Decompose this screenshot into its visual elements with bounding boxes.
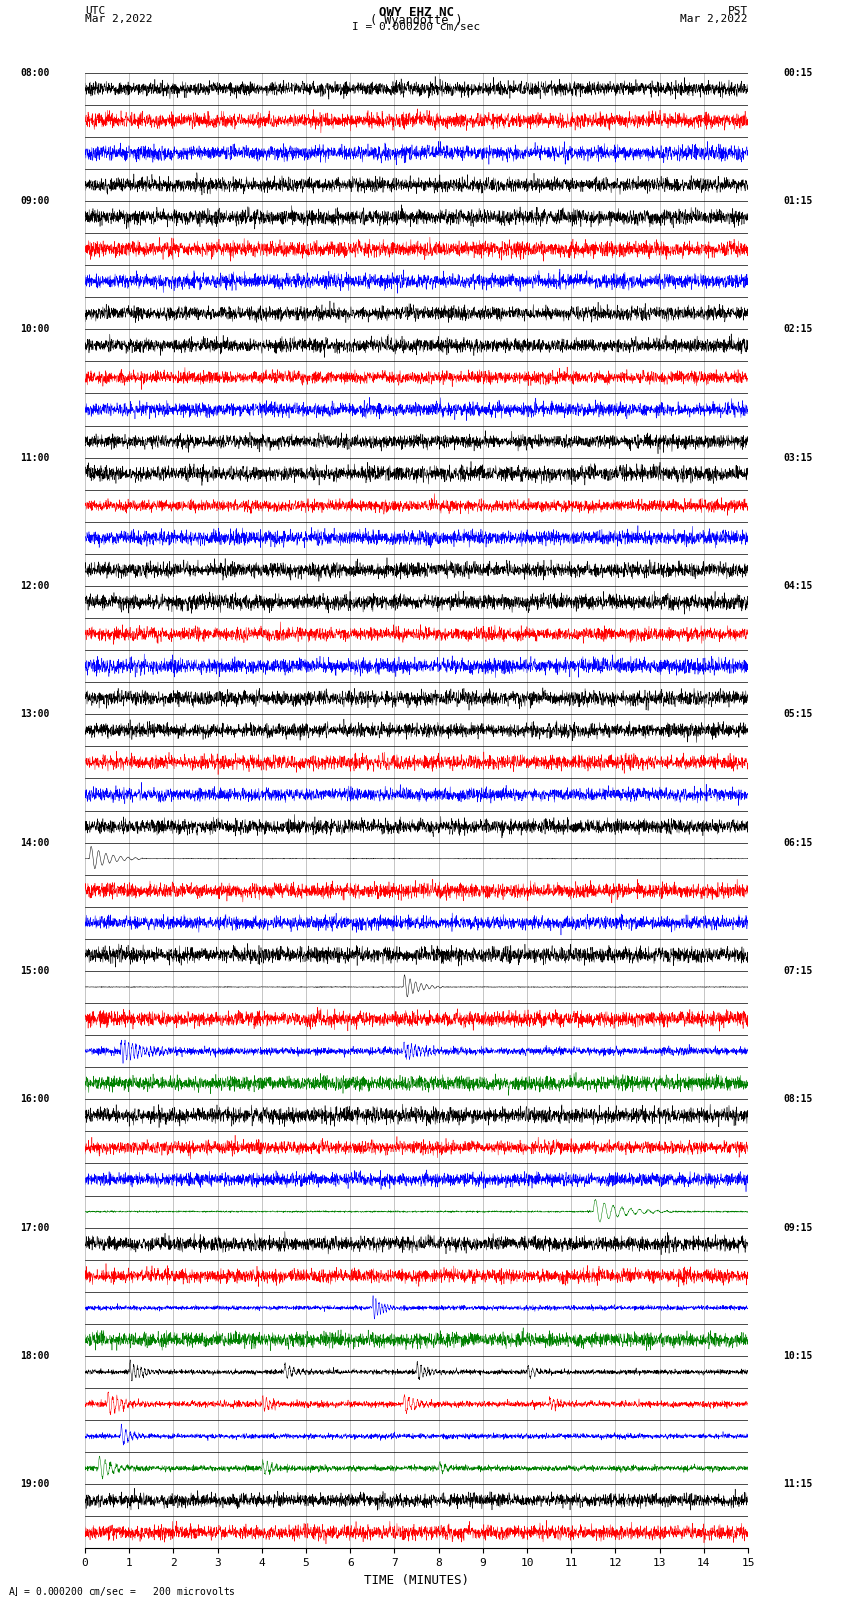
Text: 10:15: 10:15 bbox=[784, 1352, 813, 1361]
Text: ( Wyandotte ): ( Wyandotte ) bbox=[371, 13, 462, 27]
Text: 14:00: 14:00 bbox=[20, 837, 49, 847]
Text: I = 0.000200 cm/sec: I = 0.000200 cm/sec bbox=[353, 23, 480, 32]
Text: 01:15: 01:15 bbox=[784, 195, 813, 206]
Text: 10:00: 10:00 bbox=[20, 324, 49, 334]
Text: 15:00: 15:00 bbox=[20, 966, 49, 976]
Text: 07:15: 07:15 bbox=[784, 966, 813, 976]
Text: 12:00: 12:00 bbox=[20, 581, 49, 590]
Text: 09:00: 09:00 bbox=[20, 195, 49, 206]
Text: 19:00: 19:00 bbox=[20, 1479, 49, 1489]
X-axis label: TIME (MINUTES): TIME (MINUTES) bbox=[364, 1574, 469, 1587]
Text: 16:00: 16:00 bbox=[20, 1094, 49, 1105]
Text: 18:00: 18:00 bbox=[20, 1352, 49, 1361]
Text: 06:15: 06:15 bbox=[784, 837, 813, 847]
Text: UTC: UTC bbox=[85, 5, 105, 16]
Text: 02:15: 02:15 bbox=[784, 324, 813, 334]
Text: PST: PST bbox=[728, 5, 748, 16]
Text: 11:00: 11:00 bbox=[20, 453, 49, 463]
Text: 04:15: 04:15 bbox=[784, 581, 813, 590]
Text: A$\rfloor$ = 0.000200 cm/sec =   200 microvolts: A$\rfloor$ = 0.000200 cm/sec = 200 micro… bbox=[8, 1586, 236, 1598]
Text: 13:00: 13:00 bbox=[20, 710, 49, 719]
Text: 17:00: 17:00 bbox=[20, 1223, 49, 1232]
Text: OWY EHZ NC: OWY EHZ NC bbox=[379, 5, 454, 19]
Text: 05:15: 05:15 bbox=[784, 710, 813, 719]
Text: 11:15: 11:15 bbox=[784, 1479, 813, 1489]
Text: 08:15: 08:15 bbox=[784, 1094, 813, 1105]
Text: 00:15: 00:15 bbox=[784, 68, 813, 77]
Text: 03:15: 03:15 bbox=[784, 453, 813, 463]
Text: Mar 2,2022: Mar 2,2022 bbox=[681, 13, 748, 24]
Text: Mar 2,2022: Mar 2,2022 bbox=[85, 13, 152, 24]
Text: 08:00: 08:00 bbox=[20, 68, 49, 77]
Text: 09:15: 09:15 bbox=[784, 1223, 813, 1232]
